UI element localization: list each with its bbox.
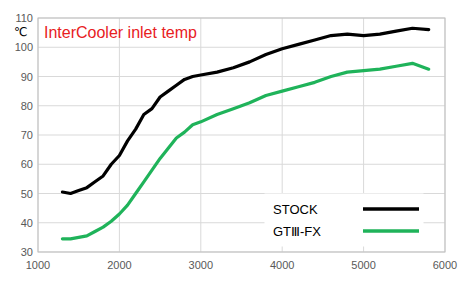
series-line — [62, 28, 428, 193]
y-tick-label: 70 — [21, 129, 33, 141]
legend-swatch — [363, 229, 419, 233]
y-tick-label: 80 — [21, 100, 33, 112]
x-tick-label: 3000 — [189, 259, 213, 271]
grid — [38, 18, 445, 252]
x-tick-label: 6000 — [433, 259, 457, 271]
y-tick-label: 60 — [21, 158, 33, 170]
y-tick-label: 40 — [21, 217, 33, 229]
y-axis-label: ℃ — [14, 25, 27, 39]
x-tick-label: 1000 — [26, 259, 50, 271]
y-tick-label: 30 — [21, 246, 33, 258]
chart-svg: 30 40 50 60 70 80 90 100 110 1000 2000 3000 4000 5000… — [0, 0, 460, 285]
y-tick-label: 90 — [21, 71, 33, 83]
y-tick-label: 50 — [21, 188, 33, 200]
y-grid-line — [38, 76, 445, 77]
y-tick-label: 100 — [15, 41, 33, 53]
x-tick-label: 2000 — [107, 259, 131, 271]
x-tick-label: 4000 — [270, 259, 294, 271]
legend-box — [265, 194, 423, 246]
chart-title: InterCooler inlet temp — [44, 24, 197, 41]
legend-label: GTⅢ-FX — [273, 224, 321, 239]
legend-label: STOCK — [273, 202, 318, 217]
background — [0, 0, 460, 285]
x-tick-label: 5000 — [351, 259, 375, 271]
legend-swatch — [363, 207, 419, 211]
y-grid-line — [38, 47, 445, 48]
x-grid-line — [200, 18, 201, 252]
chart-container: 30 40 50 60 70 80 90 100 110 1000 2000 3000 4000 5000… — [0, 0, 460, 285]
y-tick-label: 110 — [15, 12, 33, 24]
y-grid-line — [38, 135, 445, 136]
y-grid-line — [38, 164, 445, 165]
plot-frame — [38, 18, 445, 252]
legend: STOCK GTⅢ-FX — [265, 194, 423, 246]
x-grid-line — [119, 18, 120, 252]
